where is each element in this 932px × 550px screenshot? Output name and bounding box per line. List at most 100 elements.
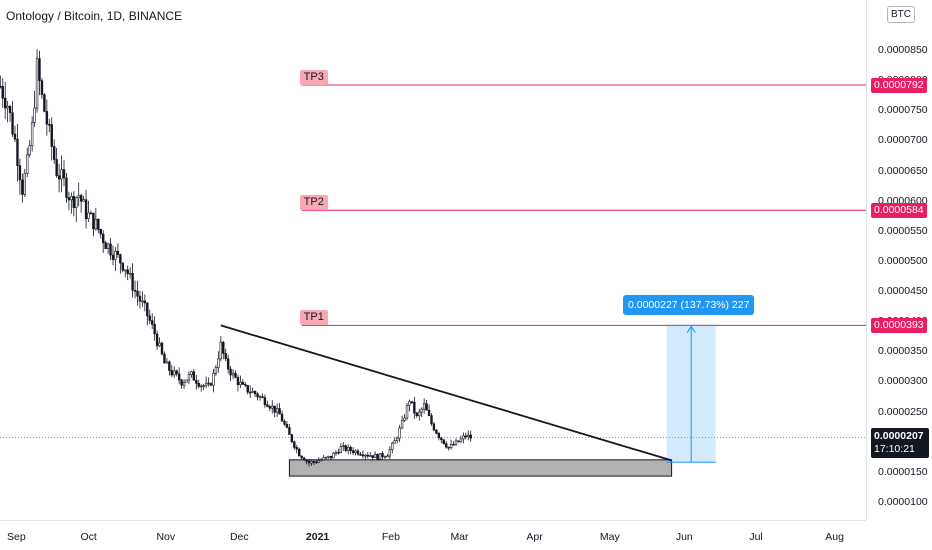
candle-down	[427, 409, 431, 416]
candle-up	[334, 451, 338, 454]
candle-down	[351, 450, 355, 453]
candle-up	[418, 411, 421, 417]
currency-badge-button[interactable]: BTC	[887, 6, 915, 23]
candle-down	[452, 443, 455, 446]
price-axis-label: 0.0000450	[878, 285, 928, 298]
candle-down	[295, 447, 298, 450]
candle-down	[229, 368, 232, 376]
price-axis-label: 0.0000500	[878, 254, 928, 267]
candle-up	[128, 272, 132, 275]
target-price-tag-tp1: 0.0000393	[871, 318, 927, 334]
candle-down	[415, 412, 418, 417]
candle-down	[180, 379, 183, 386]
candle-down	[234, 372, 237, 378]
candle-up	[26, 154, 29, 174]
candle-up	[77, 195, 80, 199]
candle-down	[293, 441, 296, 448]
candle-up	[317, 460, 320, 463]
candle-up	[400, 420, 404, 429]
candle-down	[13, 133, 17, 140]
candle-up	[141, 300, 144, 303]
candle-down	[131, 272, 134, 291]
candle-down	[116, 250, 120, 255]
candle-down	[16, 138, 19, 166]
candle-down	[249, 391, 252, 394]
candle-up	[82, 199, 85, 202]
time-axis-label: Jun	[675, 531, 693, 543]
candle-up	[339, 446, 343, 454]
candle-up	[449, 443, 453, 449]
target-price-tag-tp2: 0.0000584	[871, 203, 927, 219]
candle-up	[395, 437, 399, 442]
support-zone-box	[288, 459, 673, 477]
candle-up	[391, 442, 394, 450]
candle-down	[102, 233, 105, 244]
candle-up	[173, 370, 176, 376]
candle-down	[440, 437, 443, 441]
candle-down	[62, 169, 66, 179]
candle-up	[386, 455, 389, 458]
candle-down	[48, 123, 51, 126]
candle-down	[410, 401, 414, 403]
candle-up	[408, 401, 411, 406]
candle-up	[398, 427, 401, 439]
candle-down	[209, 383, 213, 386]
candle-up	[60, 169, 63, 180]
candle-up	[383, 456, 387, 458]
candle-up	[459, 438, 463, 443]
time-axis-label: Mar	[450, 531, 469, 543]
candle-up	[405, 404, 409, 419]
target-label-tp3: TP3	[299, 69, 328, 85]
candle-down	[55, 159, 58, 176]
candle-down	[356, 450, 360, 455]
price-axis-divider	[866, 0, 867, 520]
candle-up	[219, 341, 222, 360]
candle-down	[207, 382, 210, 385]
candle-up	[422, 403, 426, 410]
candle-down	[0, 85, 2, 88]
candle-up	[23, 172, 26, 195]
candle-up	[185, 379, 188, 383]
time-axis-label: Aug	[825, 531, 844, 543]
descending-trendline	[220, 324, 672, 462]
time-axis-label: Sep	[7, 531, 26, 543]
time-axis-label: 2021	[305, 531, 330, 543]
candle-down	[67, 197, 71, 201]
price-axis-label: 0.0000350	[878, 345, 928, 358]
candle-down	[297, 448, 301, 457]
candle-up	[454, 440, 458, 446]
candle-down	[290, 434, 294, 443]
candle-down	[177, 373, 181, 381]
candle-up	[393, 440, 396, 444]
candle-down	[349, 446, 352, 451]
candle-down	[84, 199, 88, 220]
candle-up	[182, 381, 186, 386]
target-label-tp2: TP2	[299, 195, 328, 211]
candle-up	[467, 434, 470, 437]
candle-down	[273, 405, 276, 413]
candle-down	[97, 218, 100, 230]
candle-down	[8, 105, 12, 114]
target-label-tp1: TP1	[299, 310, 328, 326]
candle-down	[111, 254, 115, 260]
candle-down	[425, 403, 428, 411]
candle-down	[3, 97, 7, 109]
candle-down	[92, 212, 95, 230]
candle-down	[153, 323, 156, 335]
candle-up	[202, 385, 205, 387]
price-axis-label: 0.0000750	[878, 104, 928, 117]
candle-down	[241, 381, 245, 385]
candle-down	[376, 453, 379, 460]
candle-down	[457, 440, 460, 443]
candle-up	[332, 453, 335, 459]
candle-down	[192, 371, 196, 381]
price-axis-label: 0.0000850	[878, 44, 928, 56]
candle-down	[38, 58, 41, 81]
candle-down	[300, 455, 303, 459]
candle-down	[195, 379, 198, 384]
candle-down	[244, 384, 247, 386]
candle-down	[45, 111, 49, 125]
candle-up	[354, 450, 357, 453]
